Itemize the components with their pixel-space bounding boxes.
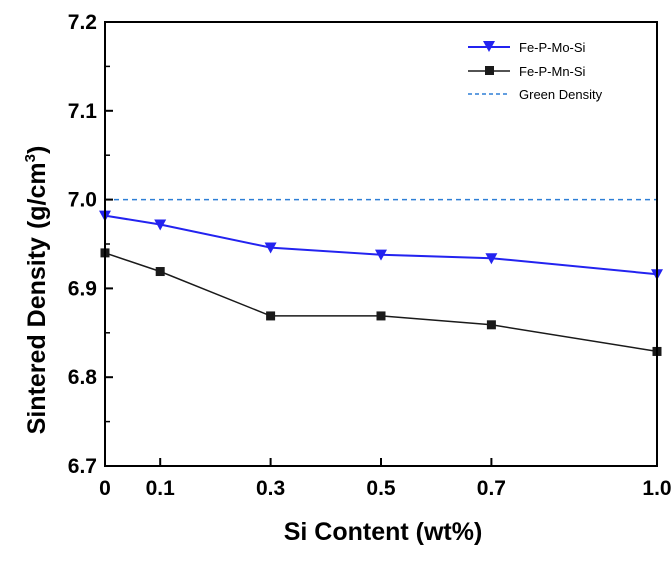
x-tick-label: 0 bbox=[99, 477, 111, 500]
series-1-point-1 bbox=[155, 267, 165, 277]
legend-marker-mo bbox=[483, 41, 495, 52]
series-line-1 bbox=[104, 252, 658, 353]
ticks-layer: 6.7 6.8 6.9 7.0 7.1 7.2 0 0.1 0.3 0.5 0.7 1.0 bbox=[68, 11, 671, 500]
series-1-point-2 bbox=[266, 311, 276, 321]
series-1-point-4 bbox=[486, 320, 496, 330]
legend: Fe-P-Mo-Si Fe-P-Mn-Si Green Density bbox=[468, 40, 603, 102]
y-axis-title-sup: 3 bbox=[22, 154, 39, 162]
y-tick-label: 7.0 bbox=[68, 189, 97, 212]
y-tick-label: 6.7 bbox=[68, 455, 97, 478]
x-tick-label: 0.7 bbox=[477, 477, 506, 500]
legend-label-mo: Fe-P-Mo-Si bbox=[519, 40, 586, 55]
legend-label-green: Green Density bbox=[519, 87, 603, 102]
series-1-point-3 bbox=[376, 311, 386, 321]
x-axis-title: Si Content (wt%) bbox=[284, 518, 483, 546]
series-line-0 bbox=[104, 214, 658, 276]
x-tick-label: 0.1 bbox=[146, 477, 176, 500]
y-axis-title-main: Sintered Density bbox=[23, 237, 51, 434]
series-0-point-3 bbox=[375, 249, 387, 261]
x-tick-label: 0.3 bbox=[256, 477, 285, 500]
y-tick-label: 6.9 bbox=[68, 277, 97, 300]
y-tick-label: 7.1 bbox=[68, 100, 98, 123]
series-0-point-4 bbox=[485, 253, 498, 265]
series-0-point-1 bbox=[154, 219, 167, 231]
y-axis-title-unit: (g/cm bbox=[23, 162, 51, 229]
y-axis-title: Sintered Density (g/cm3) bbox=[22, 146, 51, 435]
legend-marker-mn bbox=[485, 66, 494, 75]
y-tick-label: 7.2 bbox=[68, 11, 97, 34]
plot-layer bbox=[99, 198, 663, 356]
series-0-point-2 bbox=[264, 242, 277, 254]
y-tick-label: 6.8 bbox=[68, 366, 98, 389]
y-axis-title-close: ) bbox=[23, 146, 51, 154]
x-tick-label: 0.5 bbox=[366, 477, 396, 500]
x-tick-label: 1.0 bbox=[642, 477, 671, 500]
legend-label-mn: Fe-P-Mn-Si bbox=[519, 64, 586, 79]
